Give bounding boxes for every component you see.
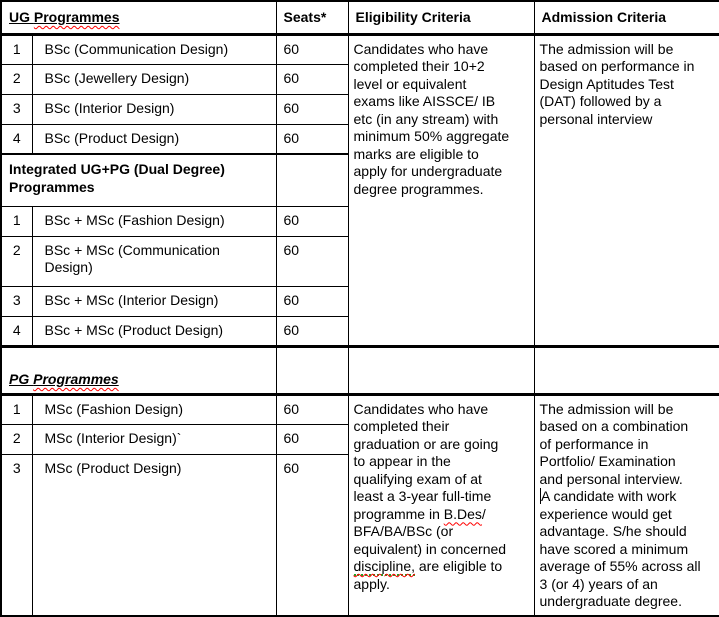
admission-empty [533, 344, 719, 396]
pg-admission-text: The admission will be based on a combina… [533, 393, 719, 616]
row-number: 3 [0, 93, 33, 125]
programme-name: BSc (Product Design) [31, 123, 277, 155]
table-row: 3 MSc (Product Design) 60 [0, 453, 719, 616]
programme-name: BSc (Communication Design) [31, 33, 277, 65]
row-number: 4 [0, 315, 33, 347]
text-cursor [539, 488, 542, 504]
row-number: 2 [0, 63, 33, 95]
ug-programmes-title: UG Programmes [9, 9, 120, 25]
row-number: 2 [0, 235, 33, 287]
eligibility-header: Eligibility Criteria [347, 0, 535, 36]
programme-name: MSc (Product Design) [31, 453, 277, 616]
pg-eligibility-text: Candidates who have completed their grad… [347, 393, 535, 616]
seats-value: 60 [275, 315, 349, 347]
eligibility-empty [347, 344, 535, 396]
misspell-marked-word: B.Des [443, 505, 482, 522]
programme-name: BSc + MSc (Interior Design) [31, 285, 277, 317]
seats-value: 60 [275, 63, 349, 95]
row-number: 1 [0, 205, 33, 237]
table-row: 4 BSc (Product Design) 60 [0, 123, 719, 155]
ug-programmes-header: UG Programmes [0, 0, 277, 36]
programme-name: BSc (Interior Design) [31, 93, 277, 125]
seats-value: 60 [275, 93, 349, 125]
programme-name: BSc + MSc (Communication Design) [31, 235, 277, 287]
seats-value: 60 [275, 423, 349, 455]
integrated-section-title: Integrated UG+PG (Dual Degree) Programme… [0, 153, 277, 207]
pg-programmes-title: PG Programmes [9, 371, 119, 387]
section-header-row: Integrated UG+PG (Dual Degree) Programme… [0, 153, 719, 207]
seats-value: 60 [275, 205, 349, 237]
seats-value-empty [275, 344, 349, 396]
seats-value: 60 [275, 33, 349, 65]
seats-header: Seats* [275, 0, 349, 36]
programme-name: MSc (Interior Design)` [31, 423, 277, 455]
row-number: 3 [0, 285, 33, 317]
seats-value: 60 [275, 235, 349, 287]
row-number: 2 [0, 423, 33, 455]
seats-value: 60 [275, 453, 349, 616]
seats-value: 60 [275, 393, 349, 425]
table-row: 1 MSc (Fashion Design) 60 Candidates who… [0, 393, 719, 616]
seats-value: 60 [275, 285, 349, 317]
row-number: 4 [0, 123, 33, 155]
programme-name: BSc + MSc (Fashion Design) [31, 205, 277, 237]
misspell-marked-word: Programmes [33, 9, 120, 25]
misspell-marked-word: Programmes [33, 371, 119, 387]
table-row: 2 MSc (Interior Design)` 60 [0, 423, 719, 455]
seats-value: 60 [275, 123, 349, 155]
programme-name: MSc (Fashion Design) [31, 393, 277, 425]
table-row: 1 BSc + MSc (Fashion Design) 60 [0, 205, 719, 237]
row-number: 1 [0, 33, 33, 65]
grammar-marked-word: discipline, [353, 558, 415, 576]
ug-eligibility-text: Candidates who have completed their 10+2… [347, 33, 535, 347]
row-number: 3 [0, 453, 33, 616]
table-row: 3 BSc (Interior Design) 60 [0, 93, 719, 125]
programme-name: BSc (Jewellery Design) [31, 63, 277, 95]
row-number: 1 [0, 393, 33, 425]
table-header-row: UG Programmes Seats* Eligibility Criteri… [0, 0, 719, 36]
table-row: 1 BSc (Communication Design) 60 Candidat… [0, 33, 719, 347]
pg-section-title: PG Programmes [0, 344, 277, 396]
programme-name: BSc + MSc (Product Design) [31, 315, 277, 347]
section-header-row: PG Programmes [0, 344, 719, 396]
admission-header: Admission Criteria [533, 0, 719, 36]
seats-value-empty [275, 153, 349, 207]
ug-admission-text: The admission will be based on performan… [533, 33, 719, 347]
